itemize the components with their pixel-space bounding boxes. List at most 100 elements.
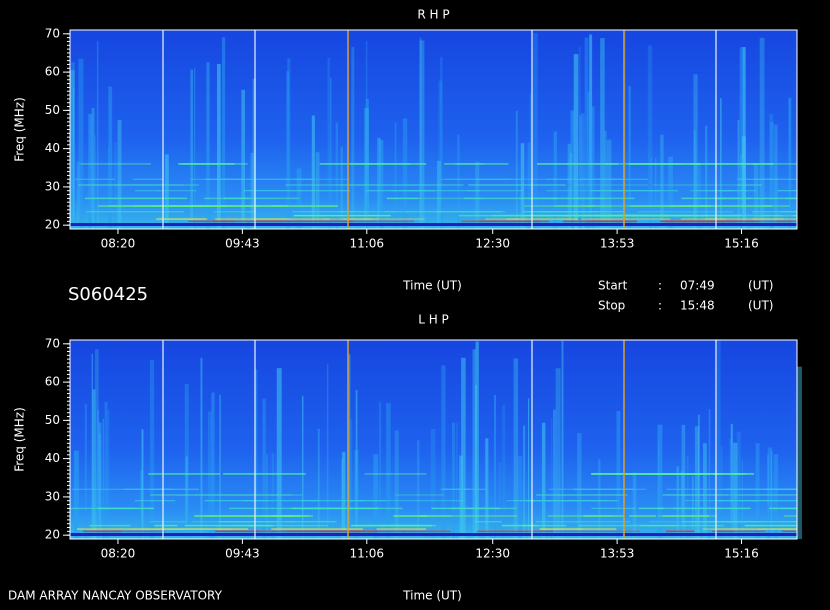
streak	[579, 115, 582, 229]
band	[393, 515, 428, 517]
streak	[720, 445, 723, 539]
streak	[589, 106, 595, 229]
spectrogram-background	[70, 30, 797, 229]
band	[693, 163, 774, 165]
x-tick-label: 12:30	[475, 237, 510, 251]
y-tick-label: 70	[45, 336, 60, 350]
streak	[472, 349, 477, 539]
band	[91, 530, 166, 533]
low-band	[70, 223, 797, 226]
band	[443, 488, 470, 490]
streak	[70, 70, 75, 230]
streak	[796, 366, 802, 539]
streak	[402, 118, 408, 229]
x-tick-label: 11:06	[349, 237, 384, 251]
y-tick-label: 20	[45, 528, 60, 542]
streak	[419, 37, 422, 229]
band	[380, 524, 419, 527]
band	[364, 473, 427, 475]
streak	[108, 86, 113, 230]
x-tick-label: 09:43	[225, 547, 260, 561]
streak	[680, 471, 684, 539]
streak	[598, 459, 601, 539]
band	[705, 218, 784, 220]
band	[225, 494, 287, 496]
band	[629, 473, 690, 475]
band	[554, 530, 640, 533]
streak	[541, 422, 546, 539]
streak	[394, 122, 397, 229]
band	[662, 473, 687, 475]
streak	[335, 122, 339, 229]
streak	[71, 62, 75, 230]
band	[204, 197, 300, 200]
band	[307, 507, 403, 510]
band	[419, 515, 517, 517]
band	[102, 184, 148, 186]
band	[567, 494, 621, 496]
band	[75, 178, 115, 180]
y-axis-label: Freq (MHz)	[13, 407, 27, 472]
streak	[730, 423, 733, 539]
streak	[475, 341, 479, 539]
streak	[753, 163, 759, 229]
streak	[107, 146, 109, 229]
streak	[317, 428, 320, 539]
band	[300, 500, 364, 502]
band	[550, 197, 580, 200]
streak	[736, 431, 741, 539]
streak	[570, 110, 575, 229]
band	[271, 528, 363, 530]
band	[573, 184, 649, 186]
band	[76, 528, 186, 530]
band	[660, 220, 737, 223]
band	[693, 473, 741, 475]
x-tick-label: 12:30	[475, 547, 510, 561]
band	[662, 515, 709, 517]
band	[474, 521, 502, 523]
spectrogram-image	[70, 30, 797, 230]
band	[662, 494, 729, 496]
streak	[104, 401, 108, 539]
streak	[437, 160, 441, 229]
band	[777, 190, 797, 192]
band	[720, 190, 757, 192]
band	[285, 184, 375, 186]
streak	[498, 462, 501, 539]
streak	[759, 37, 765, 230]
band	[652, 184, 747, 186]
band	[223, 473, 306, 475]
streak	[241, 89, 246, 229]
streak	[567, 143, 572, 229]
band	[771, 528, 797, 530]
streak	[84, 404, 87, 539]
band	[86, 211, 185, 213]
band	[629, 163, 701, 165]
x-tick-label: 15:16	[724, 237, 759, 251]
band	[737, 178, 797, 180]
band	[458, 214, 549, 217]
streak	[733, 442, 738, 539]
streak	[355, 451, 358, 539]
band	[417, 197, 484, 200]
streak	[681, 424, 686, 539]
band	[134, 500, 176, 502]
streak	[647, 45, 653, 229]
y-tick-label: 60	[45, 375, 60, 389]
streak	[606, 139, 612, 229]
band	[89, 524, 131, 527]
band	[217, 528, 249, 530]
streak	[694, 426, 700, 539]
band	[134, 190, 161, 192]
band	[455, 163, 485, 165]
band	[254, 220, 354, 223]
x-tick-label: 15:16	[724, 547, 759, 561]
band	[338, 211, 398, 213]
band	[702, 528, 797, 530]
x-tick-label: 11:06	[349, 547, 384, 561]
band	[406, 211, 502, 213]
band	[194, 515, 301, 517]
streak	[551, 418, 553, 539]
streak	[386, 403, 391, 539]
